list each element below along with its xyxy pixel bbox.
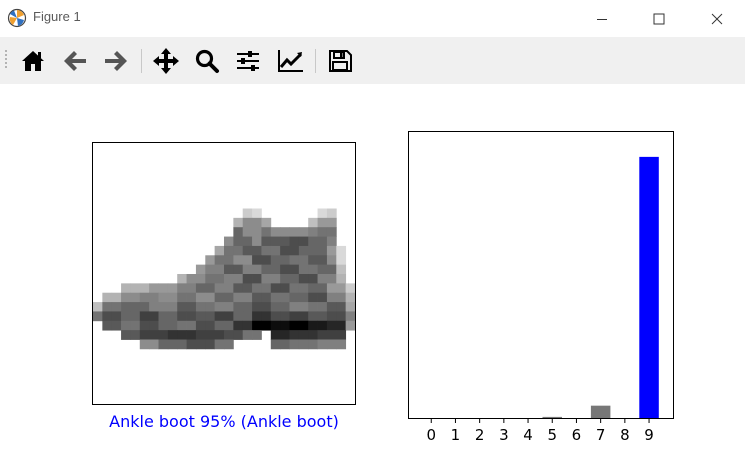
minimize-icon [597, 18, 607, 20]
bar-7 [590, 405, 611, 418]
magnifier-icon [195, 49, 219, 73]
close-button[interactable] [694, 0, 740, 37]
bar-9 [639, 156, 659, 418]
prediction-bar-axes [408, 131, 674, 419]
maximize-button[interactable] [636, 0, 682, 37]
x-tick-label-5: 5 [547, 426, 557, 444]
x-tick-label-6: 6 [572, 426, 582, 444]
toolbar-separator [315, 49, 316, 73]
x-tick-label-2: 2 [475, 426, 485, 444]
home-icon [22, 51, 44, 71]
bar-5 [542, 416, 562, 418]
x-tick-label-7: 7 [596, 426, 606, 444]
ankle-boot-image [93, 208, 355, 350]
window-title: Figure 1 [33, 9, 81, 24]
prediction-bar-chart [542, 156, 659, 418]
x-tick-label-1: 1 [451, 426, 461, 444]
arrow-left-icon [64, 51, 86, 71]
line-chart-icon [278, 50, 303, 72]
axes-button[interactable] [275, 46, 305, 76]
toolbar-separator [141, 49, 142, 73]
x-tick-label-8: 8 [620, 426, 630, 444]
floppy-disk-icon [329, 50, 352, 72]
matplotlib-app-icon [7, 8, 27, 28]
save-button[interactable] [325, 46, 355, 76]
image-axes [92, 142, 356, 405]
x-tick-label-0: 0 [426, 426, 436, 444]
forward-button[interactable] [101, 46, 131, 76]
window-titlebar: Figure 1 [0, 0, 745, 37]
toolbar-grip-icon[interactable] [4, 49, 8, 71]
navigation-toolbar [0, 37, 745, 85]
maximize-icon [653, 13, 665, 24]
x-tick-label-9: 9 [644, 426, 654, 444]
home-button[interactable] [18, 46, 48, 76]
sliders-icon [237, 51, 259, 71]
pan-button[interactable] [151, 46, 181, 76]
back-button[interactable] [60, 46, 90, 76]
x-tick-label-3: 3 [499, 426, 509, 444]
close-icon [711, 13, 723, 24]
move-icon [153, 48, 179, 74]
zoom-button[interactable] [192, 46, 222, 76]
subplots-button[interactable] [233, 46, 263, 76]
minimize-button[interactable] [579, 0, 625, 37]
image-prediction-label: Ankle boot 95% (Ankle boot) [109, 412, 339, 431]
arrow-right-icon [105, 51, 127, 71]
x-tick-label-4: 4 [523, 426, 533, 444]
